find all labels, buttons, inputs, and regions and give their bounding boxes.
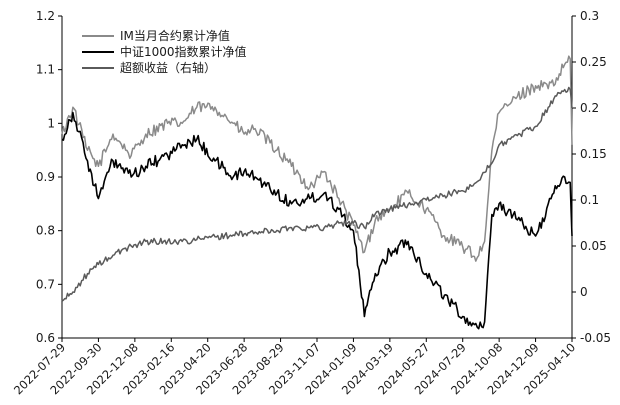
y-right-tick-label: 0.25 [580, 55, 607, 69]
y-left-tick-label: 1.2 [36, 9, 55, 23]
series-lines [61, 55, 573, 330]
y-right-tick-label: 0 [580, 285, 588, 299]
legend-item: 超额收益（右轴） [82, 60, 216, 75]
y-left-tick-label: 1.1 [36, 63, 55, 77]
y-right-tick-label: 0.3 [580, 9, 599, 23]
y-left-ticks: 0.6 0.7 0.8 0.9 1 1.1 1.2 [36, 9, 62, 345]
y-right-tick-label: 0.15 [580, 147, 607, 161]
y-left-tick-label: 1 [47, 116, 55, 130]
legend-label: IM当月合约累计净值 [120, 28, 230, 43]
series-line [61, 111, 573, 330]
legend-label: 超额收益（右轴） [120, 60, 216, 75]
series-line [61, 86, 573, 302]
y-left-tick-label: 0.8 [36, 224, 55, 238]
y-left-tick-label: 0.9 [36, 170, 55, 184]
series-line [61, 55, 573, 262]
legend: IM当月合约累计净值 中证1000指数累计净值 超额收益（右轴） [82, 28, 247, 75]
y-left-tick-label: 0.7 [36, 277, 55, 291]
x-ticks: 2022-07-292022-09-302022-12-082023-02-16… [11, 338, 578, 397]
y-right-tick-label: -0.05 [580, 331, 611, 345]
y-right-tick-label: 0.2 [580, 101, 599, 115]
y-right-ticks: -0.05 0 0.05 0.1 0.15 0.2 0.25 0.3 [572, 9, 611, 345]
legend-label: 中证1000指数累计净值 [120, 44, 247, 59]
y-left-tick-label: 0.6 [36, 331, 55, 345]
legend-item: 中证1000指数累计净值 [82, 44, 247, 59]
legend-item: IM当月合约累计净值 [82, 28, 230, 43]
y-right-tick-label: 0.1 [580, 193, 599, 207]
y-right-tick-label: 0.05 [580, 239, 607, 253]
